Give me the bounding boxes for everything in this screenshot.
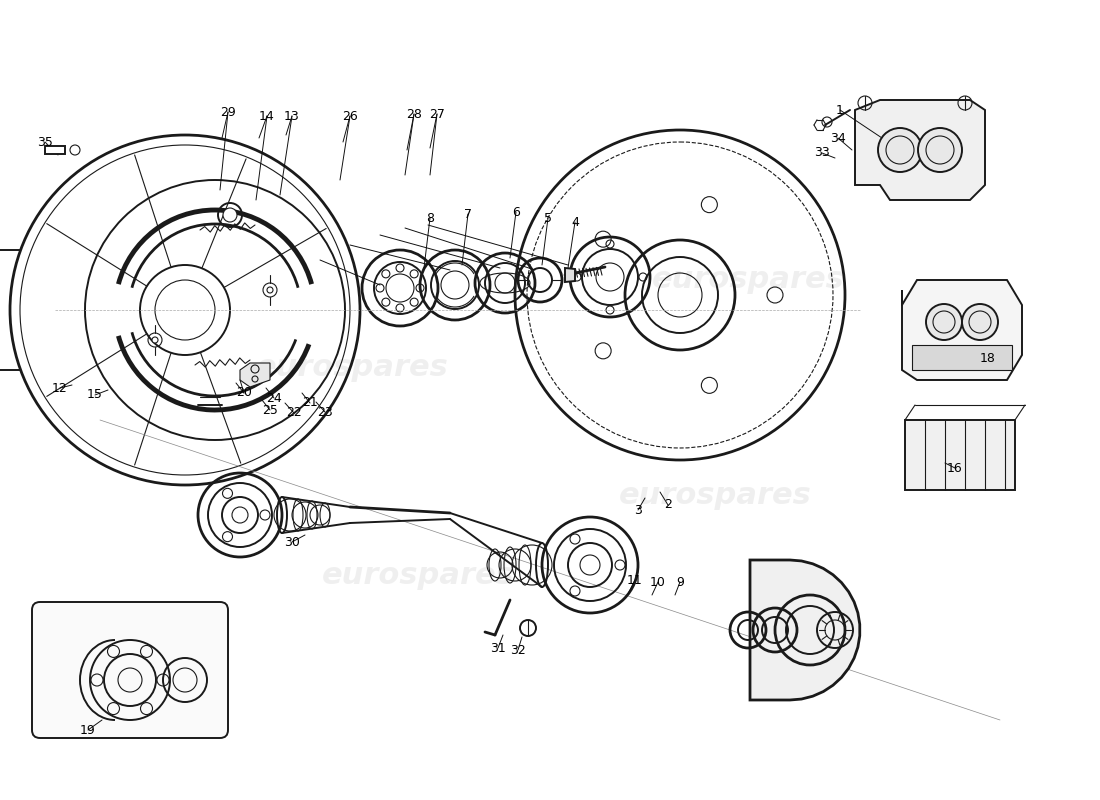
Text: 8: 8 bbox=[426, 211, 434, 225]
Text: 28: 28 bbox=[406, 107, 422, 121]
Text: 24: 24 bbox=[266, 391, 282, 405]
Polygon shape bbox=[565, 268, 575, 282]
Text: eurospares: eurospares bbox=[618, 482, 812, 510]
Circle shape bbox=[152, 337, 158, 343]
Text: 13: 13 bbox=[284, 110, 300, 122]
Text: 3: 3 bbox=[634, 503, 642, 517]
Text: 20: 20 bbox=[236, 386, 252, 399]
Text: 18: 18 bbox=[980, 351, 996, 365]
Text: eurospares: eurospares bbox=[255, 354, 449, 382]
Text: 33: 33 bbox=[814, 146, 829, 159]
Text: 22: 22 bbox=[286, 406, 301, 419]
Text: 19: 19 bbox=[80, 723, 96, 737]
Text: 1: 1 bbox=[836, 103, 844, 117]
Text: 4: 4 bbox=[571, 215, 579, 229]
Polygon shape bbox=[902, 280, 1022, 380]
Text: 11: 11 bbox=[627, 574, 642, 586]
Bar bbox=[45, 146, 65, 154]
Text: 26: 26 bbox=[342, 110, 358, 122]
Text: 29: 29 bbox=[220, 106, 235, 118]
Text: 7: 7 bbox=[464, 207, 472, 221]
Polygon shape bbox=[855, 100, 984, 200]
Text: 6: 6 bbox=[513, 206, 520, 218]
Circle shape bbox=[918, 128, 962, 172]
Text: 12: 12 bbox=[52, 382, 68, 394]
Text: 16: 16 bbox=[947, 462, 962, 474]
Text: 14: 14 bbox=[260, 110, 275, 122]
Text: eurospares: eurospares bbox=[321, 562, 515, 590]
Circle shape bbox=[267, 287, 273, 293]
Polygon shape bbox=[240, 363, 270, 387]
FancyBboxPatch shape bbox=[32, 602, 228, 738]
Polygon shape bbox=[750, 560, 860, 700]
Text: 23: 23 bbox=[317, 406, 333, 418]
Text: 9: 9 bbox=[676, 575, 684, 589]
Text: 25: 25 bbox=[262, 403, 278, 417]
Text: 2: 2 bbox=[664, 498, 672, 511]
Circle shape bbox=[878, 128, 922, 172]
Circle shape bbox=[926, 304, 962, 340]
Circle shape bbox=[223, 208, 236, 222]
Text: 34: 34 bbox=[830, 131, 846, 145]
Polygon shape bbox=[905, 420, 1015, 490]
Circle shape bbox=[962, 304, 998, 340]
Text: 5: 5 bbox=[544, 211, 552, 225]
Bar bbox=[912, 345, 1012, 370]
Text: 15: 15 bbox=[87, 389, 103, 402]
Text: 10: 10 bbox=[650, 575, 666, 589]
Text: 30: 30 bbox=[284, 535, 300, 549]
Text: 27: 27 bbox=[429, 107, 444, 121]
Text: 21: 21 bbox=[302, 397, 318, 410]
Text: eurospares: eurospares bbox=[651, 266, 845, 294]
Text: 32: 32 bbox=[510, 643, 526, 657]
Text: 35: 35 bbox=[37, 135, 53, 149]
Text: 31: 31 bbox=[491, 642, 506, 654]
